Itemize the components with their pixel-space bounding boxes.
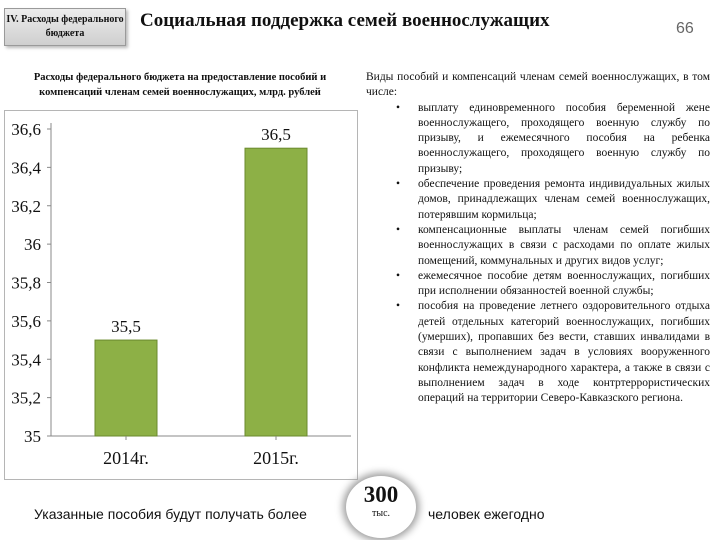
list-item-text: обеспечение проведения ремонта индивидуа…	[418, 178, 710, 221]
x-tick-label: 2015г.	[253, 448, 299, 468]
benefits-intro: Виды пособий и компенсаций членам семей …	[366, 71, 710, 99]
list-item-text: выплату единовременного пособия беременн…	[418, 101, 710, 175]
bullet-icon: •	[396, 300, 401, 313]
y-tick-label: 35,2	[11, 389, 41, 408]
section-tab: IV. Расходы федерального бюджета	[4, 8, 126, 46]
recipients-number: 300	[363, 482, 399, 507]
y-tick-label: 36,6	[11, 120, 41, 139]
list-item: • пособия на проведение летнего оздоровит…	[366, 299, 710, 406]
list-item-text: ежемесячное пособие детям военнослужащих…	[418, 269, 710, 298]
y-tick-label: 35,4	[11, 350, 41, 369]
bullet-icon: •	[396, 101, 401, 114]
recipients-highlight: 300 тыс.	[346, 476, 416, 538]
page-number: 66	[676, 20, 694, 37]
benefits-list: • выплату единовременного пособия беремен…	[366, 101, 710, 407]
data-label: 35,5	[111, 317, 141, 336]
x-tick-label: 2014г.	[103, 448, 149, 468]
list-item-text: компенсационные выплаты членам семей пог…	[418, 223, 710, 267]
bullet-icon: •	[396, 223, 401, 236]
bullet-icon: •	[396, 178, 401, 191]
recipients-unit: тыс.	[371, 508, 391, 519]
bar	[244, 147, 308, 437]
data-label: 36,5	[261, 125, 291, 144]
y-tick-label: 36,4	[11, 158, 41, 177]
y-tick-label: 36	[24, 235, 41, 254]
page-title: Социальная поддержка семей военнослужащи…	[140, 10, 550, 31]
recipients-caption-end: человек ежегодно	[428, 506, 545, 522]
benefits-description: Виды пособий и компенсаций членам семей …	[366, 70, 710, 407]
bar-chart: 35 35,2 35,4 35,6 35,8 36 36,2 36,4 36,6 35,5 2014…	[11, 120, 351, 468]
bar	[94, 339, 158, 437]
recipients-caption: Указанные пособия будут получать более	[34, 506, 307, 522]
y-tick-label: 35	[24, 427, 41, 446]
bullet-icon: •	[396, 269, 401, 282]
chart-title: Расходы федерального бюджета на предоста…	[33, 72, 327, 98]
chart-area: 35 35,2 35,4 35,6 35,8 36 36,2 36,4 36,6 35,5 2014…	[4, 110, 358, 480]
list-item: • выплату единовременного пособия беремен…	[366, 101, 710, 177]
list-item: • ежемесячное пособие детям военнослужащи…	[366, 269, 710, 300]
y-tick-label: 35,6	[11, 312, 41, 331]
y-tick-label: 35,8	[11, 274, 41, 293]
list-item: • компенсационные выплаты членам семей по…	[366, 223, 710, 269]
list-item: • обеспечение проведения ремонта индивиду…	[366, 177, 710, 223]
list-item-text: пособия на проведение летнего оздоровите…	[418, 300, 710, 405]
y-tick-label: 36,2	[11, 197, 41, 216]
